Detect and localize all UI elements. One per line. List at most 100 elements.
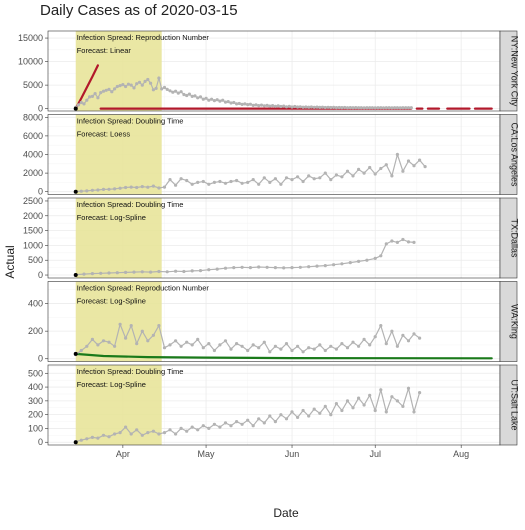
forecast-line-segment: [74, 64, 100, 110]
actual-data-point: [296, 105, 300, 109]
actual-data-point: [174, 89, 178, 93]
actual-data-point: [293, 104, 297, 109]
actual-data-point: [232, 100, 236, 105]
actual-data-point: [254, 103, 258, 107]
actual-data-point: [212, 180, 216, 184]
forecast-anchor-point: [73, 189, 78, 194]
y-tick-label: 200: [28, 326, 43, 336]
actual-data-point: [265, 265, 269, 269]
actual-data-point: [390, 329, 394, 333]
actual-data-point: [223, 266, 228, 270]
actual-data-point: [124, 425, 128, 429]
actual-data-point: [135, 82, 139, 86]
x-tick-label: Aug: [453, 449, 469, 459]
actual-data-point: [345, 169, 350, 173]
actual-data-point: [185, 93, 189, 98]
actual-data-point: [201, 97, 205, 101]
actual-data-point: [157, 324, 161, 328]
facet-strip-label: WA:King: [510, 304, 520, 339]
forecast-method-annotation: Forecast: Log-Spline: [77, 213, 146, 222]
actual-data-point: [340, 175, 344, 179]
actual-data-point: [212, 99, 216, 103]
x-tick-label: May: [198, 449, 216, 459]
actual-data-point: [140, 185, 144, 189]
actual-data-point: [162, 185, 167, 189]
actual-data-point: [235, 102, 239, 106]
actual-data-point: [82, 272, 86, 276]
actual-data-point: [379, 388, 383, 392]
actual-data-point: [218, 343, 222, 347]
actual-data-point: [182, 269, 186, 274]
actual-data-point: [113, 432, 117, 436]
actual-data-point: [273, 177, 277, 181]
facet-strip: [499, 364, 518, 446]
actual-data-point: [90, 94, 94, 98]
actual-data-point: [284, 417, 289, 421]
actual-data-point: [190, 94, 194, 98]
actual-data-point: [406, 159, 411, 163]
actual-data-point: [307, 174, 311, 178]
actual-data-point: [381, 106, 386, 110]
actual-data-point: [265, 103, 269, 107]
actual-data-point: [312, 177, 316, 181]
actual-data-point: [318, 411, 322, 415]
actual-data-point: [248, 266, 252, 270]
actual-data-point: [121, 83, 125, 87]
facet-strip-label: NY:New York City: [510, 36, 520, 107]
chart-title: Daily Cases as of 2020-03-15: [40, 2, 238, 19]
actual-data-point: [368, 165, 372, 170]
actual-data-point: [418, 336, 422, 340]
y-tick-label: 2000: [23, 168, 43, 178]
actual-data-point: [359, 106, 363, 110]
actual-data-point: [160, 87, 164, 91]
forecast-method-annotation: Forecast: Log-Spline: [77, 297, 146, 306]
actual-data-point: [96, 96, 100, 100]
actual-data-point: [279, 413, 283, 417]
actual-data-point: [401, 404, 405, 408]
actual-data-point: [373, 335, 377, 339]
actual-data-point: [257, 104, 261, 108]
actual-data-point: [332, 105, 336, 109]
actual-data-point: [124, 84, 128, 89]
actual-data-point: [149, 81, 153, 85]
actual-data-point: [162, 431, 167, 435]
actual-data-point: [315, 105, 319, 109]
actual-data-point: [229, 347, 233, 351]
actual-data-point: [384, 410, 388, 414]
actual-series-line: [75, 152, 426, 193]
y-tick-label: 5000: [23, 80, 43, 90]
actual-data-point: [318, 176, 322, 180]
actual-data-point: [290, 178, 294, 182]
y-tick-label: 2500: [23, 196, 43, 206]
actual-data-point: [301, 105, 305, 109]
actual-data-point: [373, 256, 377, 260]
actual-data-point: [365, 106, 369, 110]
actual-data-point: [268, 104, 272, 108]
actual-data-point: [298, 105, 302, 109]
actual-data-point: [168, 428, 172, 432]
x-tick-label: Jun: [285, 449, 300, 459]
actual-data-point: [340, 342, 344, 346]
actual-data-point: [259, 103, 264, 107]
actual-data-point: [304, 105, 308, 109]
actual-data-point: [154, 86, 158, 90]
actual-data-point: [395, 152, 399, 157]
facet-strip: [499, 30, 518, 112]
actual-data-point: [212, 422, 216, 426]
facet-strip-label: UT:Salt Lake: [510, 379, 520, 430]
actual-data-point: [390, 239, 394, 243]
actual-data-point: [257, 182, 261, 186]
actual-data-point: [273, 266, 277, 270]
actual-data-point: [354, 106, 358, 110]
actual-data-point: [246, 418, 250, 422]
infection-spread-annotation: Infection Spread: Doubling Time: [77, 117, 184, 126]
y-tick-label: 500: [28, 255, 43, 265]
actual-data-point: [290, 266, 294, 270]
actual-data-point: [348, 261, 352, 265]
actual-data-point: [379, 106, 383, 110]
actual-data-point: [140, 83, 144, 87]
actual-data-point: [129, 324, 133, 328]
actual-data-point: [409, 106, 413, 110]
actual-data-point: [384, 163, 388, 167]
x-tick-label: Apr: [116, 449, 130, 459]
